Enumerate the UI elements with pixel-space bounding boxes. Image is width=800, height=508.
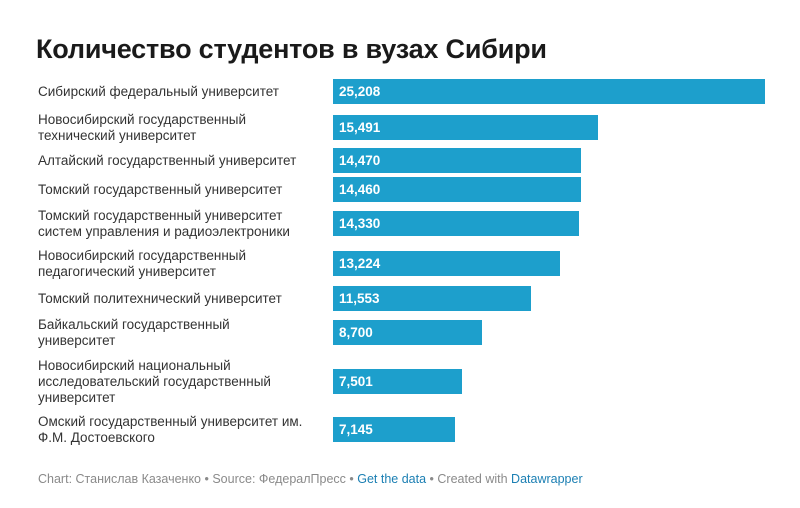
- bar: 7,145: [333, 417, 456, 442]
- category-label: Новосибирский национальный исследователь…: [38, 357, 271, 405]
- bar-value-label: 11,553: [339, 291, 380, 306]
- bar: 14,330: [333, 211, 579, 236]
- category-label: Новосибирский государственный педагогиче…: [38, 247, 247, 279]
- footer-separator: •: [201, 472, 213, 486]
- datawrapper-link[interactable]: Datawrapper: [511, 472, 583, 486]
- category-label: Новосибирский государственный технически…: [38, 111, 247, 143]
- bar: 11,553: [333, 286, 531, 311]
- bar: 15,491: [333, 115, 599, 140]
- category-label: Томский политехнический университет: [38, 290, 282, 306]
- bar-value-label: 14,460: [339, 182, 381, 197]
- category-label: Сибирский федеральный университет: [38, 83, 279, 99]
- footer-created-with: Created with: [437, 472, 512, 486]
- category-label: Томский государственный университет сист…: [38, 207, 290, 239]
- bar: 13,224: [333, 251, 560, 276]
- category-label: Алтайский государственный университет: [38, 152, 297, 168]
- category-label: Омский государственный университет им. Ф…: [38, 413, 303, 445]
- bar-value-label: 14,470: [339, 153, 381, 168]
- bar-value-label: 8,700: [339, 325, 373, 340]
- bar-value-label: 25,208: [339, 84, 381, 99]
- bar: 7,501: [333, 369, 462, 394]
- chart-footer: Chart: Станислав Казаченко • Source: Фед…: [38, 472, 583, 486]
- chart-title: Количество студентов в вузах Сибири: [36, 34, 547, 64]
- category-label: Байкальский государственный университет: [38, 316, 230, 348]
- bar: 14,470: [333, 148, 581, 173]
- bar-value-label: 14,330: [339, 216, 381, 231]
- footer-separator: •: [345, 472, 358, 486]
- footer-author: Chart: Станислав Казаченко: [38, 472, 202, 486]
- footer-source: Source: ФедералПресс: [212, 472, 346, 486]
- bar: 8,700: [333, 320, 483, 345]
- footer-separator: •: [426, 472, 438, 486]
- bar-value-label: 7,501: [339, 374, 373, 389]
- category-label: Томский государственный университет: [38, 181, 283, 197]
- bar: 25,208: [333, 79, 765, 104]
- bar-value-label: 13,224: [339, 256, 381, 271]
- get-the-data-link[interactable]: Get the data: [357, 472, 427, 486]
- bar: 14,460: [333, 177, 581, 202]
- bar-value-label: 7,145: [339, 422, 373, 437]
- bar-value-label: 15,491: [339, 120, 381, 135]
